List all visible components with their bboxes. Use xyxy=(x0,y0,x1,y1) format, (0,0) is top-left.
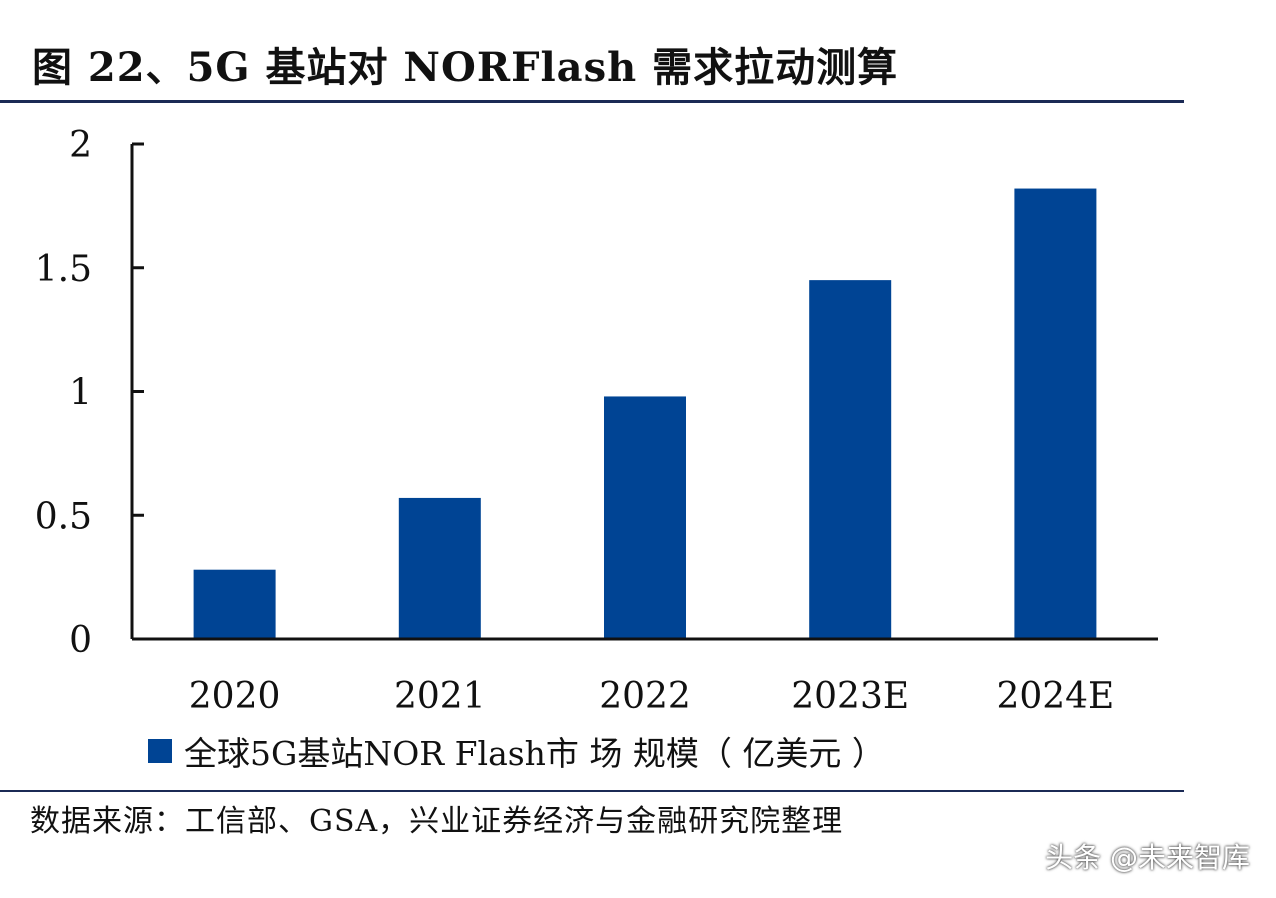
title-rule xyxy=(0,100,1184,103)
x-tick-label: 2020 xyxy=(189,676,281,717)
watermark: 头条 @未来智库 xyxy=(1045,841,1250,874)
x-tick-label: 2021 xyxy=(394,676,486,717)
y-tick-label: 1.5 xyxy=(35,249,92,290)
y-tick-label: 0.5 xyxy=(35,496,92,537)
x-tick-label: 2024E xyxy=(996,676,1114,717)
y-tick-label: 0 xyxy=(69,620,92,661)
legend-label: 全球5G基站NOR Flash市 场 规模（ 亿美元 ） xyxy=(184,734,885,773)
y-tick-label: 2 xyxy=(69,125,92,166)
x-tick-label: 2023E xyxy=(791,676,909,717)
figure-title: 图 22、5G 基站对 NORFlash 需求拉动测算 xyxy=(32,44,899,91)
y-tick-label: 1 xyxy=(69,373,92,414)
legend-swatch xyxy=(148,739,172,763)
bar-2020 xyxy=(193,569,276,639)
bar-2024E xyxy=(1014,188,1097,640)
bar-2023E xyxy=(809,280,892,639)
legend: 全球5G基站NOR Flash市 场 规模（ 亿美元 ） xyxy=(148,725,885,777)
bar-2022 xyxy=(604,396,686,639)
x-tick-label: 2022 xyxy=(599,676,691,717)
bar-2021 xyxy=(398,497,481,639)
source-note: 数据来源：工信部、GSA，兴业证券经济与金融研究院整理 xyxy=(30,804,844,839)
source-rule xyxy=(0,790,1184,792)
bar-chart: 2020 2021 2022 2023E 2024E 0 0.5 1 1.5 2 xyxy=(35,125,1158,717)
